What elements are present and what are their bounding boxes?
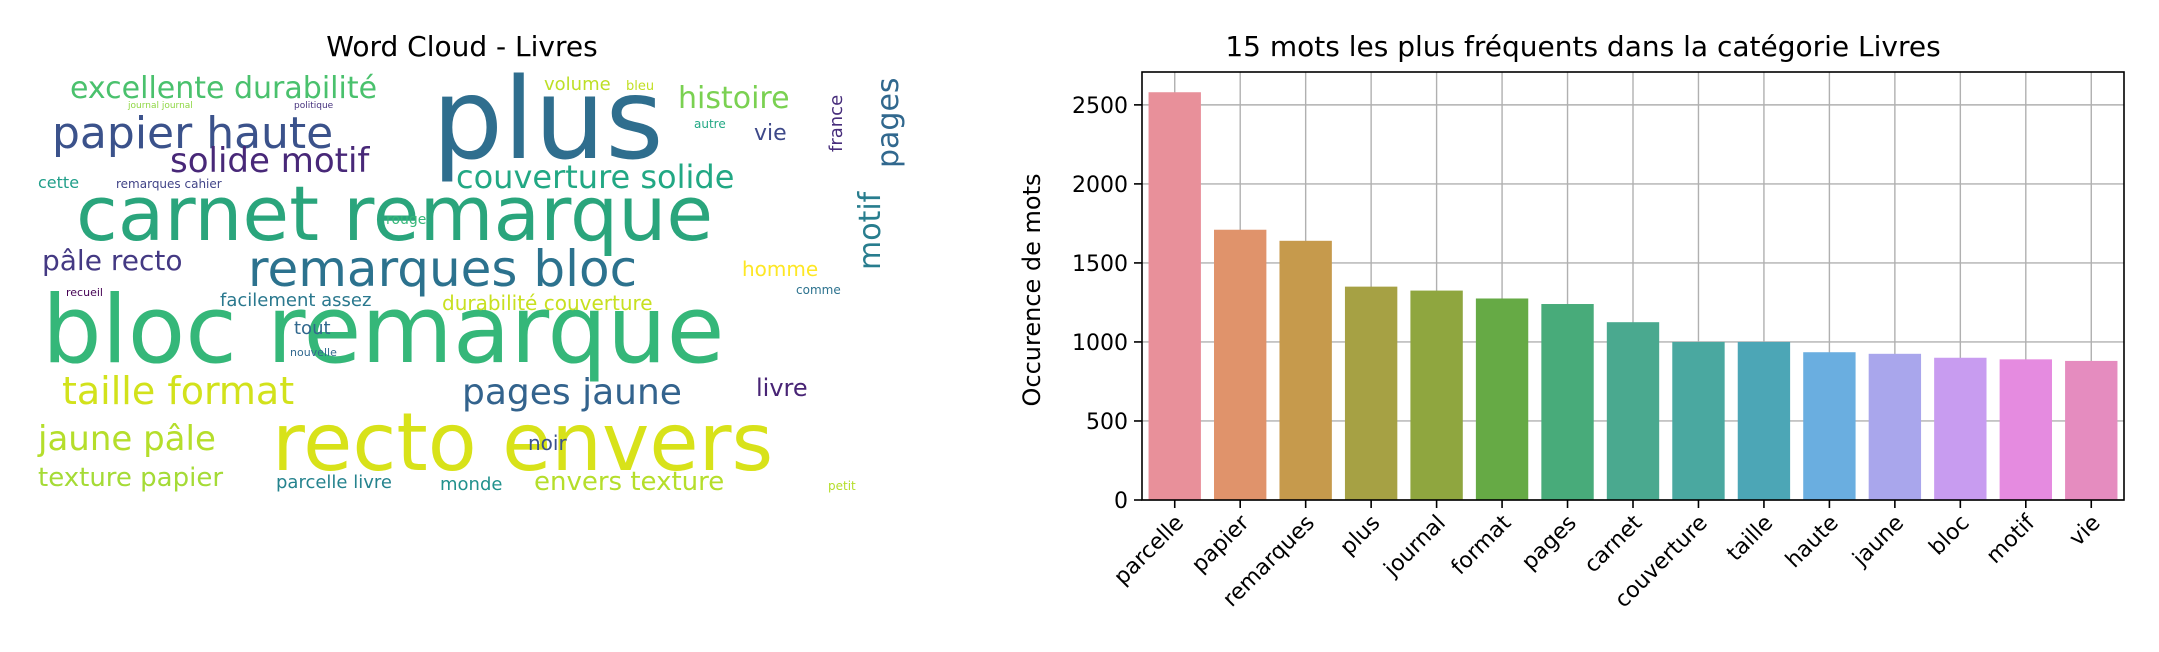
wordcloud-word: recto envers bbox=[272, 396, 773, 489]
x-tick-label: jaune bbox=[1848, 511, 1910, 573]
x-tick-label: format bbox=[1447, 510, 1517, 580]
wordcloud-word: bloc remarque bbox=[42, 276, 725, 385]
x-tick-label: parcelle bbox=[1109, 511, 1188, 590]
wordcloud-word: comme bbox=[796, 283, 841, 297]
wordcloud-word: homme bbox=[742, 257, 818, 281]
x-tick-label: vie bbox=[2065, 511, 2106, 552]
wordcloud-word: cette bbox=[38, 173, 79, 192]
x-tick-label: plus bbox=[1336, 511, 1386, 561]
wordcloud-word: tout bbox=[294, 318, 331, 339]
wordcloud-word: taille format bbox=[62, 369, 294, 413]
wordcloud-word: bleu bbox=[626, 79, 654, 94]
bar bbox=[1868, 353, 1922, 500]
wordcloud-title: Word Cloud - Livres bbox=[326, 30, 597, 63]
bar bbox=[1148, 92, 1201, 500]
wordcloud-word: france bbox=[826, 95, 847, 152]
wordcloud-word: parcelle livre bbox=[276, 472, 392, 493]
bar bbox=[1279, 240, 1332, 500]
x-tick-label: motif bbox=[1982, 510, 2041, 569]
wordcloud-word: solide motif bbox=[170, 141, 370, 181]
bar bbox=[1672, 341, 1725, 500]
wordcloud-word: rouge bbox=[386, 212, 426, 228]
wordcloud-word: pages bbox=[871, 77, 906, 168]
wordcloud-word: plus bbox=[432, 55, 664, 185]
wordcloud-word: excellente durabilité bbox=[70, 71, 377, 106]
x-tick-label: taille bbox=[1722, 511, 1778, 567]
bar bbox=[1737, 341, 1791, 500]
wordcloud-word: couverture solide bbox=[456, 158, 734, 196]
wordcloud-word: pâle recto bbox=[42, 244, 182, 277]
wordcloud-word: livre bbox=[756, 374, 808, 402]
wordcloud-word: carnet remarque bbox=[76, 169, 713, 258]
wordcloud-word: vie bbox=[754, 121, 787, 146]
x-tick-label: bloc bbox=[1925, 511, 1975, 561]
wordcloud-word: jaune pâle bbox=[37, 419, 216, 459]
wordcloud-word: remarques bloc bbox=[248, 240, 637, 298]
chart-title: 15 mots les plus fréquents dans la catég… bbox=[1225, 30, 1940, 63]
y-tick-label: 1500 bbox=[1072, 252, 1128, 277]
wordcloud-word: petit bbox=[828, 479, 856, 493]
bar bbox=[1541, 304, 1594, 500]
y-tick-label: 0 bbox=[1114, 489, 1128, 514]
wordcloud-word: remarques cahier bbox=[116, 177, 222, 191]
y-tick-label: 500 bbox=[1086, 410, 1128, 435]
x-tick-label: haute bbox=[1781, 511, 1844, 574]
wordcloud-word: journal journal bbox=[127, 101, 193, 111]
wordcloud-word: politique bbox=[294, 101, 334, 111]
wordcloud-word: texture papier bbox=[38, 463, 223, 493]
wordcloud-word: pages jaune bbox=[462, 372, 682, 413]
bar bbox=[1803, 352, 1856, 500]
bar-series bbox=[1148, 92, 2118, 500]
bar bbox=[1475, 298, 1529, 500]
bar bbox=[1999, 359, 2052, 500]
wordcloud-word: noir bbox=[528, 431, 567, 455]
bar bbox=[1214, 229, 1267, 500]
wordcloud-word: envers texture bbox=[534, 467, 724, 497]
y-tick-label: 2000 bbox=[1072, 173, 1128, 198]
y-axis-ticks: 0 500 1000 1500 2000 2500 bbox=[1072, 94, 1142, 514]
wordcloud-word: autre bbox=[694, 117, 726, 131]
bar bbox=[1344, 286, 1398, 500]
wordcloud-word: monde bbox=[440, 474, 502, 495]
bar bbox=[1606, 322, 1660, 500]
bar bbox=[2065, 360, 2118, 500]
y-axis-label: Occurence de mots bbox=[1018, 173, 1046, 406]
wordcloud-word: nouvelle bbox=[290, 346, 337, 359]
bar bbox=[1934, 357, 1987, 500]
x-tick-label: pages bbox=[1517, 511, 1582, 576]
wordcloud-word: papier haute bbox=[52, 108, 333, 159]
wordcloud-word: volume bbox=[544, 74, 611, 95]
wordcloud-word: durabilité couverture bbox=[442, 291, 653, 315]
wordcloud-word: facilement assez bbox=[220, 290, 371, 311]
x-tick-label: journal bbox=[1379, 511, 1451, 583]
y-tick-label: 1000 bbox=[1072, 331, 1128, 356]
wordcloud-word: motif bbox=[853, 190, 888, 270]
y-tick-label: 2500 bbox=[1072, 94, 1128, 119]
wordcloud-word: recueil bbox=[66, 286, 103, 299]
bar bbox=[1410, 290, 1463, 500]
wordcloud-word: histoire bbox=[678, 81, 790, 116]
